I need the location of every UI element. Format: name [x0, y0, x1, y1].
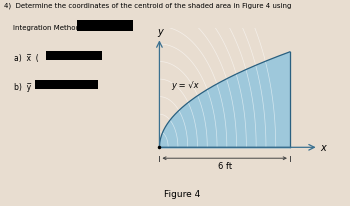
Text: b)  y̅: b) y̅ — [14, 82, 31, 91]
Text: a)  x̅  (: a) x̅ ( — [14, 54, 39, 62]
Text: 6 ft: 6 ft — [218, 162, 232, 171]
Text: y = √x: y = √x — [172, 81, 199, 89]
Text: y: y — [158, 26, 163, 36]
Text: Integration Method: Integration Method — [4, 25, 79, 31]
Text: Figure 4: Figure 4 — [164, 189, 200, 198]
Text: 4)  Determine the coordinates of the centroid of the shaded area in Figure 4 usi: 4) Determine the coordinates of the cent… — [4, 2, 291, 8]
Text: x: x — [321, 143, 327, 153]
